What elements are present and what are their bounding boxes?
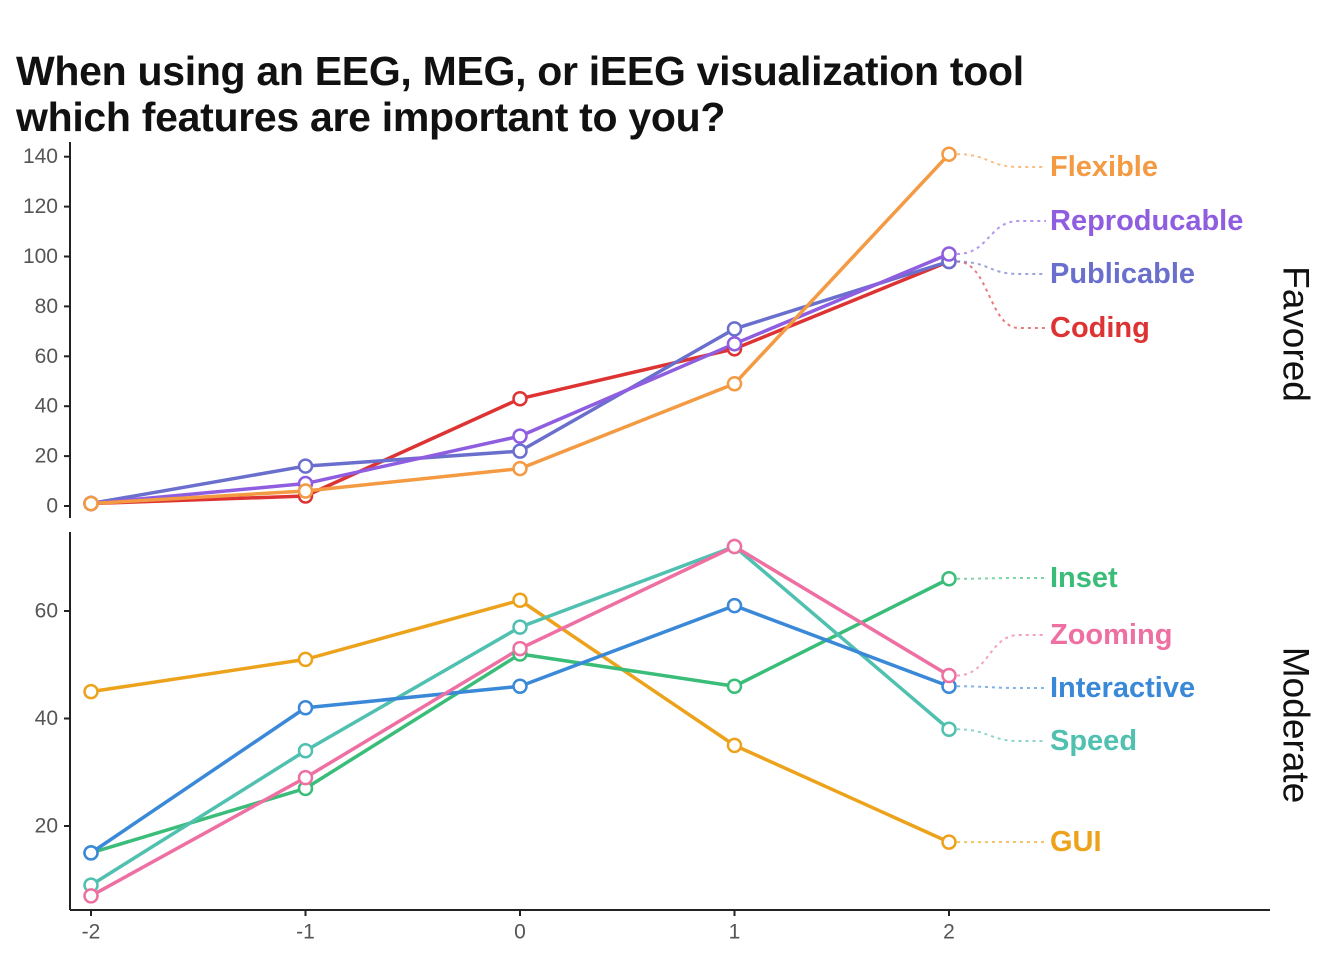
data-point-publicable bbox=[726, 321, 743, 337]
data-point-interactive bbox=[297, 700, 314, 716]
y-tick-label: 60 bbox=[35, 345, 58, 368]
data-point-zooming bbox=[297, 769, 314, 786]
facet-label-moderate: Moderate bbox=[1276, 647, 1317, 803]
y-tick-label: 100 bbox=[23, 245, 58, 268]
y-tick-label: 60 bbox=[35, 600, 58, 623]
series-label-inset: Inset bbox=[1050, 562, 1118, 594]
data-point-zooming bbox=[83, 888, 99, 904]
chart-title-line-2: which features are important to you? bbox=[16, 94, 726, 140]
data-point-publicable bbox=[297, 458, 314, 474]
data-point-gui bbox=[83, 683, 99, 700]
data-point-interactive bbox=[726, 597, 743, 614]
series-label-speed: Speed bbox=[1050, 725, 1137, 757]
data-point-inset bbox=[726, 678, 743, 694]
x-tick-label: -1 bbox=[296, 921, 315, 944]
series-label-zooming: Zooming bbox=[1050, 619, 1172, 651]
y-tick-label: 80 bbox=[35, 295, 58, 318]
data-point-speed bbox=[941, 721, 957, 737]
data-point-flexible bbox=[83, 495, 99, 512]
data-point-zooming bbox=[726, 538, 743, 555]
data-point-reproducable bbox=[941, 246, 957, 262]
x-axis: -2 -1 0 1 2 bbox=[70, 909, 1270, 944]
data-point-interactive bbox=[512, 678, 528, 694]
x-tick-label: 0 bbox=[514, 921, 526, 944]
data-point-gui bbox=[512, 592, 528, 608]
y-tick-label: 20 bbox=[35, 815, 58, 838]
data-point-reproducable bbox=[726, 336, 743, 352]
y-tick-label: 20 bbox=[35, 445, 58, 468]
series-label-flexible: Flexible bbox=[1050, 151, 1158, 183]
data-point-reproducable bbox=[512, 428, 528, 444]
leader-line-publicable bbox=[956, 260, 1046, 275]
series-label-coding: Coding bbox=[1050, 312, 1150, 344]
y-tick-label: 0 bbox=[46, 495, 58, 518]
leader-line-flexible bbox=[956, 153, 1046, 168]
data-point-coding bbox=[512, 390, 528, 407]
data-point-flexible bbox=[941, 146, 957, 162]
leader-line-zooming bbox=[956, 634, 1046, 677]
series-label-publicable: Publicable bbox=[1050, 258, 1195, 290]
data-point-flexible bbox=[297, 483, 314, 499]
data-point-gui bbox=[941, 834, 957, 850]
leader-line-interactive bbox=[956, 685, 1046, 689]
data-point-speed bbox=[512, 619, 528, 635]
data-point-gui bbox=[297, 651, 314, 668]
data-point-flexible bbox=[726, 375, 743, 392]
leader-line-speed bbox=[956, 728, 1046, 742]
chart-title-line-1: When using an EEG, MEG, or iEEG visualiz… bbox=[16, 48, 1024, 94]
data-point-interactive bbox=[83, 845, 99, 861]
data-point-publicable bbox=[512, 443, 528, 459]
data-point-flexible bbox=[512, 460, 528, 477]
data-point-inset bbox=[941, 571, 957, 587]
data-point-gui bbox=[726, 737, 743, 754]
panel-moderate: 20 40 60 Moderate GUI Inset Speed Interactive Zo… bbox=[35, 532, 1317, 910]
series-label-interactive: Interactive bbox=[1050, 672, 1195, 704]
data-point-zooming bbox=[512, 640, 528, 657]
x-tick-label: -2 bbox=[82, 921, 101, 944]
y-tick-label: 40 bbox=[35, 395, 58, 418]
y-tick-label: 120 bbox=[23, 195, 58, 218]
y-tick-label: 40 bbox=[35, 707, 58, 730]
series-label-reproducable: Reproducable bbox=[1050, 205, 1243, 237]
data-point-speed bbox=[297, 743, 314, 759]
x-tick-label: 2 bbox=[943, 921, 955, 944]
data-point-zooming bbox=[941, 667, 957, 684]
y-tick-label: 140 bbox=[23, 145, 58, 168]
x-tick-label: 1 bbox=[729, 921, 741, 944]
leader-line-coding bbox=[956, 260, 1046, 329]
series-label-gui: GUI bbox=[1050, 826, 1102, 858]
leader-line-inset bbox=[956, 577, 1046, 580]
panel-favored: 0 20 40 60 80 100 120 140 Favored Coding Publicabl… bbox=[23, 142, 1317, 518]
facet-label-favored: Favored bbox=[1276, 266, 1317, 402]
leader-line-reproducable bbox=[956, 220, 1046, 256]
chart-title: When using an EEG, MEG, or iEEG visualiz… bbox=[16, 48, 1024, 140]
